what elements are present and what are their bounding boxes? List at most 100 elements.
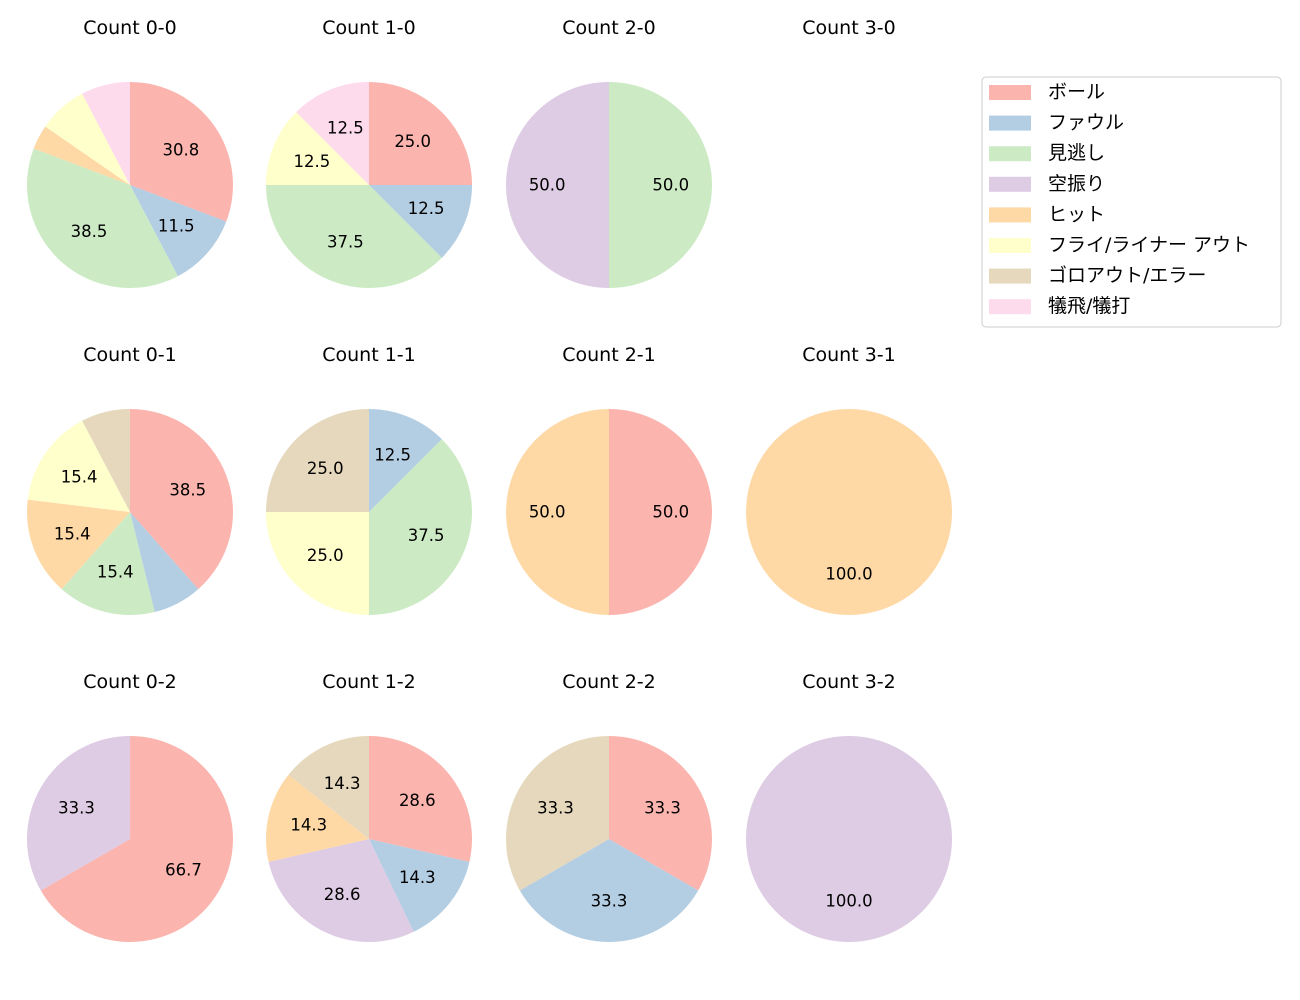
legend-swatch xyxy=(989,85,1031,100)
pie-count-3-2: Count 3-2 100.0 xyxy=(746,671,952,942)
slice-label: 37.5 xyxy=(408,526,445,545)
pie-slice xyxy=(506,736,609,891)
slice-label: 15.4 xyxy=(97,563,134,582)
slice-label: 12.5 xyxy=(374,445,411,464)
pie-slice xyxy=(266,512,369,615)
slice-label: 100.0 xyxy=(825,564,872,583)
pie-slice xyxy=(130,82,233,222)
pie-count-1-2: Count 1-2 28.6 14.3 28.6 14.3 14.3 xyxy=(265,671,472,943)
pie-slice xyxy=(26,499,130,590)
slice-label: 14.3 xyxy=(324,774,361,793)
slice-label: 15.4 xyxy=(61,467,98,486)
pie-title: Count 0-2 xyxy=(83,671,177,693)
legend-label: ヒット xyxy=(1048,203,1105,225)
pie-slice xyxy=(609,736,712,891)
slice-label: 25.0 xyxy=(307,459,344,478)
slice-label: 12.5 xyxy=(408,199,445,218)
slice-label: 50.0 xyxy=(652,176,689,195)
slice-label: 33.3 xyxy=(591,891,628,910)
pie-slice xyxy=(266,112,369,185)
slice-label: 100.0 xyxy=(825,891,872,910)
pie-slice xyxy=(369,736,472,862)
pie-title: Count 2-1 xyxy=(562,344,656,366)
slice-label: 50.0 xyxy=(529,503,566,522)
slice-label: 37.5 xyxy=(327,233,364,252)
slice-label: 30.8 xyxy=(162,140,199,159)
pie-slice xyxy=(609,82,712,288)
pie-slice xyxy=(369,409,442,512)
legend-swatch xyxy=(989,299,1031,315)
legend-swatch xyxy=(989,238,1031,253)
slice-label: 50.0 xyxy=(652,503,689,522)
pie-count-3-0: Count 3-0 xyxy=(802,17,896,39)
pie-count-0-0: Count 0-0 30.8 11.5 38.5 xyxy=(27,17,233,288)
pie-count-1-0: Count 1-0 25.0 12.5 37.5 12.5 12.5 xyxy=(266,17,472,288)
pie-slice xyxy=(268,839,414,943)
legend-label: 見逃し xyxy=(1048,142,1105,164)
pie-slice xyxy=(45,93,130,185)
slice-label: 25.0 xyxy=(394,132,431,151)
slice-label: 12.5 xyxy=(327,118,364,137)
pie-slice xyxy=(369,839,470,932)
slice-label: 33.3 xyxy=(644,799,681,818)
pie-title: Count 0-0 xyxy=(83,17,177,39)
pie-title: Count 3-0 xyxy=(802,17,896,39)
pie-slice xyxy=(130,409,233,590)
slice-label: 28.6 xyxy=(399,791,436,810)
slice-label: 33.3 xyxy=(58,799,95,818)
pie-slice xyxy=(40,736,234,942)
pie-title: Count 3-1 xyxy=(802,344,896,366)
slice-label: 14.3 xyxy=(399,868,436,887)
pie-slice xyxy=(130,185,227,277)
pie-slice xyxy=(130,512,199,613)
pie-count-1-1: Count 1-1 12.5 37.5 25.0 25.0 xyxy=(266,344,472,615)
pie-slice xyxy=(506,82,609,288)
legend-label: ファウル xyxy=(1048,112,1124,134)
pie-slice xyxy=(82,409,130,512)
pie-count-0-1: Count 0-1 38.5 15.4 15.4 15.4 xyxy=(26,344,233,615)
slice-label: 14.3 xyxy=(290,816,327,835)
pie-slice xyxy=(27,736,130,891)
pie-title: Count 3-2 xyxy=(802,671,896,693)
pie-slice xyxy=(746,736,952,942)
pie-slice xyxy=(27,148,178,288)
pie-count-2-1: Count 2-1 50.0 50.0 xyxy=(506,344,712,615)
slice-label: 33.3 xyxy=(537,799,574,818)
slice-label: 38.5 xyxy=(169,481,206,500)
legend-label: フライ/ライナー アウト xyxy=(1048,234,1250,256)
pie-slice xyxy=(609,409,712,615)
pie-slice xyxy=(266,409,369,512)
legend-swatch xyxy=(989,268,1031,284)
legend-swatch xyxy=(989,115,1031,131)
pie-title: Count 0-1 xyxy=(83,344,177,366)
pie-slice xyxy=(369,185,472,258)
pie-slice xyxy=(265,774,369,862)
pie-count-0-2: Count 0-2 66.7 33.3 xyxy=(27,671,234,942)
pie-slice xyxy=(519,839,699,942)
pie-title: Count 2-0 xyxy=(562,17,656,39)
legend-label: 犠飛/犠打 xyxy=(1048,295,1130,317)
slice-label: 28.6 xyxy=(324,885,361,904)
pie-slice xyxy=(82,82,130,185)
pie-slice xyxy=(746,409,952,615)
pie-count-3-1: Count 3-1 100.0 xyxy=(746,344,952,615)
pie-slice xyxy=(296,82,369,185)
legend-swatch xyxy=(989,176,1031,192)
pie-title: Count 2-2 xyxy=(562,671,656,693)
pie-count-2-2: Count 2-2 33.3 33.3 33.3 xyxy=(506,671,712,942)
slice-label: 15.4 xyxy=(54,524,91,543)
pie-title: Count 1-0 xyxy=(322,17,416,39)
pie-title: Count 1-2 xyxy=(322,671,416,693)
legend-swatch xyxy=(989,207,1031,223)
pie-slice xyxy=(288,736,369,839)
legend-swatch xyxy=(989,146,1031,162)
slice-label: 66.7 xyxy=(165,860,202,879)
slice-label: 50.0 xyxy=(529,176,566,195)
slice-label: 25.0 xyxy=(307,546,344,565)
pie-slice xyxy=(369,439,472,615)
legend-label: ボール xyxy=(1048,81,1105,103)
pie-slice xyxy=(61,512,155,615)
slice-label: 12.5 xyxy=(294,152,331,171)
slice-label: 38.5 xyxy=(71,222,108,241)
